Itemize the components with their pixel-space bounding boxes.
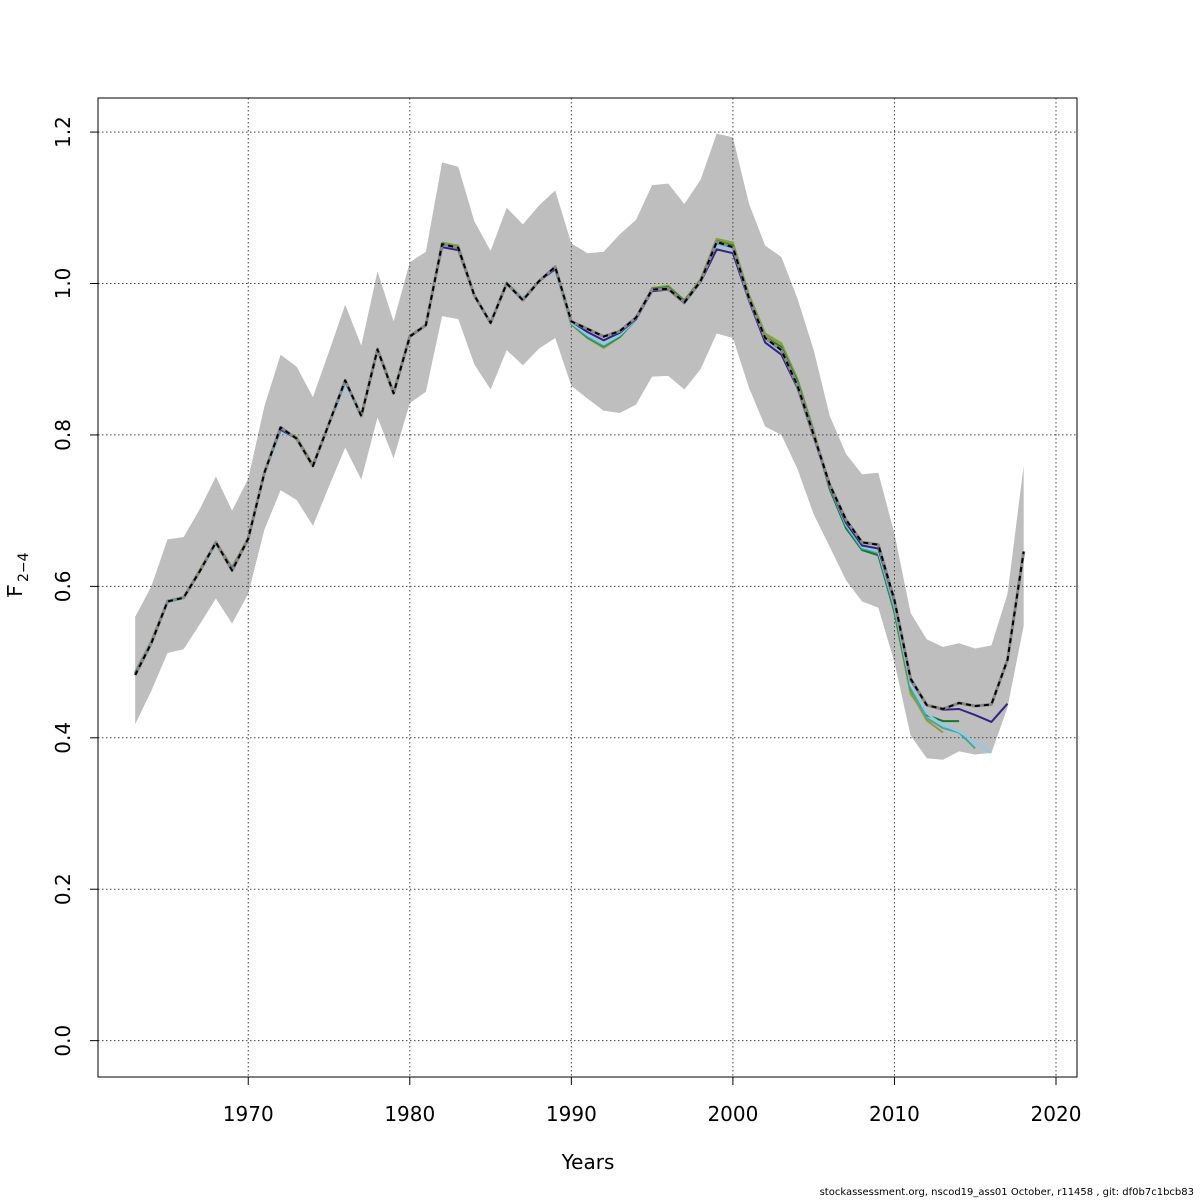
y-axis-title: F 2−4 bbox=[3, 552, 32, 597]
confidence-band bbox=[135, 133, 1024, 760]
y-tick-label: 0.8 bbox=[51, 419, 75, 451]
y-tick-label: 0.6 bbox=[51, 570, 75, 602]
y-axis-title-main: F bbox=[3, 585, 27, 597]
x-tick-label: 2000 bbox=[707, 1102, 758, 1126]
y-tick-label: 1.2 bbox=[51, 116, 75, 148]
series-line-2018-assessment bbox=[134, 240, 1025, 710]
x-tick-label: 1990 bbox=[546, 1102, 597, 1126]
x-tick-label: 1980 bbox=[384, 1102, 435, 1126]
gridlines bbox=[98, 98, 1077, 1077]
y-tick-label: 0.2 bbox=[51, 873, 75, 905]
y-axis-title-subscript: 2−4 bbox=[16, 552, 32, 582]
x-axis: 1970 1980 1990 2000 2010 2020 bbox=[223, 1077, 1082, 1126]
x-tick-label: 2020 bbox=[1031, 1102, 1082, 1126]
series-lines bbox=[133, 237, 1026, 754]
y-axis: 0.0 0.2 0.4 0.6 0.8 1.0 1.2 bbox=[51, 116, 98, 1057]
footer-credit: stockassessment.org, nscod19_ass01 Octob… bbox=[819, 1187, 1194, 1198]
y-tick-label: 1.0 bbox=[51, 268, 75, 300]
plot-frame bbox=[97, 97, 1078, 1078]
x-tick-label: 2010 bbox=[869, 1102, 920, 1126]
x-tick-label: 1970 bbox=[223, 1102, 274, 1126]
y-tick-label: 0.0 bbox=[51, 1025, 75, 1057]
confidence-band-layer bbox=[135, 133, 1024, 760]
y-tick-label: 0.4 bbox=[51, 722, 75, 754]
x-axis-title: Years bbox=[561, 1150, 615, 1174]
